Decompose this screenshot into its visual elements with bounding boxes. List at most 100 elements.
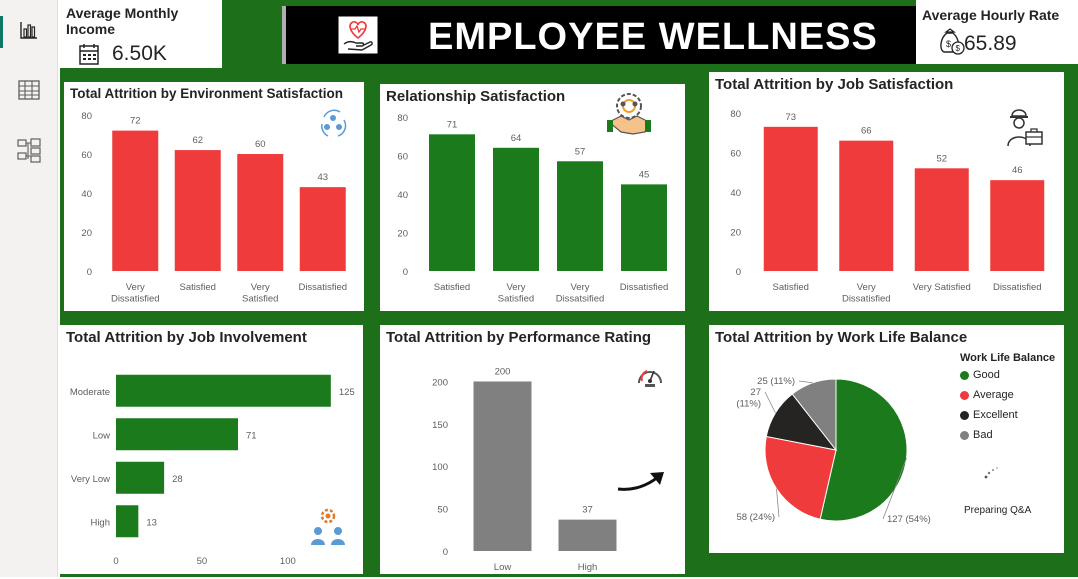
leader-line [764, 391, 776, 414]
y-tick-label: Very Low [71, 474, 110, 485]
y-tick-label: 60 [397, 152, 408, 163]
card-environment-satisfaction[interactable]: Total Attrition by Environment Satisfact… [64, 82, 364, 311]
x-tick-label: Very Satisfied [913, 282, 971, 293]
y-tick-label: 20 [397, 229, 408, 240]
worker-toolbox-icon [1004, 104, 1044, 153]
legend-title: Work Life Balance [960, 352, 1056, 364]
chart-environment-satisfaction: 0 20 40 60 80 72 Very Dissatisfied 62 Satisfied 60… [81, 111, 347, 305]
y-tick-label: 0 [736, 267, 741, 278]
chart-work-life-balance: 127 (54%) 58 (24%) 27 (11%)25 (11%) [736, 376, 931, 525]
bar [839, 140, 894, 271]
chart-title: Total Attrition by Environment Satisfact… [70, 86, 344, 101]
gauge-icon [636, 363, 664, 394]
pie-slice [791, 378, 837, 452]
data-label: 64 [511, 133, 522, 144]
y-tick-label: 60 [730, 149, 741, 160]
legend-item-average[interactable]: Average [960, 389, 1014, 401]
card-performance-rating[interactable]: Total Attrition by Performance Rating 0 5… [380, 325, 685, 574]
bar [990, 180, 1045, 271]
chart-title: Relationship Satisfaction [386, 88, 566, 105]
data-label: 43 [317, 172, 328, 183]
data-label: 71 [246, 430, 257, 441]
heart-hand-icon [338, 16, 378, 59]
x-tick-label: Very Satisfied [498, 282, 534, 305]
legend-dot [960, 410, 969, 420]
bar [299, 187, 346, 271]
calendar-icon [78, 42, 100, 71]
y-tick-label: 80 [81, 111, 92, 122]
card-job-satisfaction[interactable]: Total Attrition by Job Satisfaction 0 20 4… [709, 72, 1064, 311]
loading-spinner-icon [983, 465, 999, 486]
data-label: 27 (11%) [736, 387, 761, 410]
data-label: 37 [582, 505, 593, 516]
legend-dot [960, 430, 969, 440]
report-view-button[interactable] [0, 10, 58, 54]
chart-job-involvement: 125 Moderate 71 Low 28 Very Low 13 High 0 50 100 [70, 374, 355, 567]
data-label: 57 [575, 146, 586, 157]
legend-dot [960, 390, 969, 400]
legend-item-bad[interactable]: Bad [960, 429, 993, 441]
x-tick-label: Satisfied [434, 282, 470, 293]
x-tick-label: Low [494, 562, 512, 573]
pie-slice [764, 435, 837, 520]
team-gear-icon [310, 507, 346, 552]
chart-performance-rating: 0 50 100 150 200 200 Low 37 High [432, 366, 617, 573]
y-tick-label: 0 [443, 547, 448, 558]
card-relationship-satisfaction[interactable]: Relationship Satisfaction 0 20 40 60 80 71 Sat… [380, 84, 685, 311]
chart-title: Total Attrition by Performance Rating [386, 329, 652, 346]
chart-job-satisfaction: 0 20 40 60 80 73 Satisfied 66 Very Dissatisfied 52… [730, 109, 1045, 305]
card-work-life-balance[interactable]: Total Attrition by Work Life Balance Wor… [709, 325, 1064, 553]
bar [237, 154, 284, 271]
data-label: 125 [339, 387, 355, 398]
data-label: 62 [192, 135, 203, 146]
people-cycle-icon [318, 108, 348, 145]
report-canvas: Average Monthly Income 6.50K EMPLOYEE WE… [60, 0, 1078, 577]
data-label: 52 [936, 153, 947, 164]
legend-dot [960, 370, 969, 380]
x-tick-label: 0 [113, 556, 118, 567]
x-tick-label: Dissatisfied [993, 282, 1042, 293]
svg-text:$: $ [956, 44, 961, 53]
data-label: 127 (54%) [887, 514, 931, 525]
y-tick-label: 80 [730, 109, 741, 120]
y-tick-label: 60 [81, 150, 92, 161]
page-title: EMPLOYEE WELLNESS [428, 16, 878, 58]
x-tick-label: Very Dissatisfied [111, 282, 160, 305]
kpi-value: 6.50K [112, 42, 167, 65]
y-tick-label: 40 [730, 188, 741, 199]
bar [174, 150, 221, 271]
y-tick-label: 20 [81, 228, 92, 239]
money-bag-icon: $ $ [936, 26, 966, 61]
data-label: 66 [861, 126, 872, 137]
y-tick-label: 40 [397, 190, 408, 201]
chart-title: Total Attrition by Job Involvement [66, 329, 307, 346]
data-label: 200 [495, 366, 511, 377]
bar [116, 374, 331, 407]
handshake-icon [605, 92, 653, 143]
data-label: 71 [447, 119, 458, 130]
table-grid-icon [17, 79, 41, 106]
data-label: 13 [146, 517, 157, 528]
header-banner: EMPLOYEE WELLNESS [282, 6, 962, 64]
bar [558, 519, 617, 551]
data-label: 72 [130, 116, 141, 127]
legend-item-good[interactable]: Good [960, 369, 1000, 381]
model-view-button[interactable] [0, 130, 58, 174]
legend-item-excellent[interactable]: Excellent [960, 409, 1018, 421]
kpi-card-hourly-rate[interactable]: Average Hourly Rate $ $ 65.89 [916, 0, 1078, 64]
chart-title: Total Attrition by Job Satisfaction [715, 76, 954, 93]
card-job-involvement[interactable]: Total Attrition by Job Involvement 125 Mo… [60, 325, 363, 574]
x-tick-label: Very Dissatisfied [842, 282, 891, 305]
bar [116, 461, 165, 494]
bar [914, 168, 969, 271]
leader-line [798, 380, 813, 384]
bar [112, 130, 159, 271]
y-tick-label: 100 [432, 462, 448, 473]
bar-chart-icon [18, 19, 40, 46]
leader-line [882, 457, 907, 520]
kpi-card-monthly-income[interactable]: Average Monthly Income 6.50K [60, 0, 222, 68]
data-label: 46 [1012, 165, 1023, 176]
model-diagram-icon [16, 137, 42, 168]
table-view-button[interactable] [0, 70, 58, 114]
x-tick-label: Very Dissatsified [556, 282, 605, 305]
